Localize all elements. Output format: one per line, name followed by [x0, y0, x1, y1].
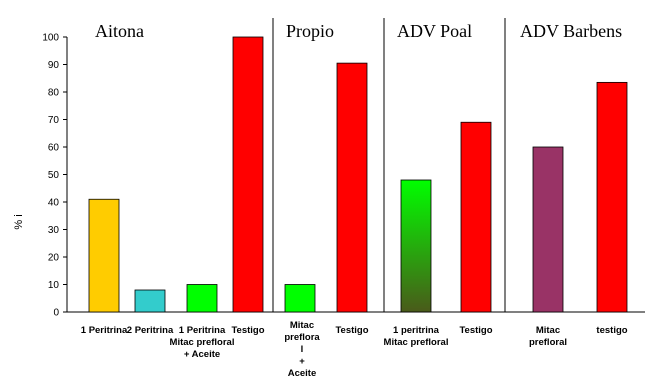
y-axis-label: % i: [13, 214, 25, 229]
y-tick-label: 50: [48, 170, 60, 181]
category-label-line: testigo: [596, 325, 627, 336]
category-label-line: Mitac: [536, 325, 560, 336]
category-label-line: Mitac prefloral: [384, 337, 449, 348]
y-tick-label: 20: [48, 253, 60, 264]
category-label: Mitac preflora l + Aceite: [284, 320, 320, 379]
group-title: ADV Barbens: [520, 21, 622, 41]
y-tick-label: 10: [48, 280, 60, 291]
category-label-line: + Aceite: [184, 349, 220, 360]
category-label-line: 1 Peritrina: [81, 325, 128, 336]
group-title: ADV Poal: [397, 21, 472, 41]
category-label: Testigo: [335, 325, 368, 336]
category-label-line: preflora: [284, 332, 320, 343]
category-label: 1 Peritrina: [81, 325, 128, 336]
category-label: testigo: [596, 325, 627, 336]
category-label-line: Mitac prefloral: [170, 337, 235, 348]
bar: [596, 81, 628, 313]
bar: [186, 284, 218, 313]
y-tick-label: 100: [42, 33, 59, 44]
category-label-line: prefloral: [529, 337, 567, 348]
category-label: Mitac prefloral: [529, 325, 567, 348]
y-tick-label: 40: [48, 198, 60, 209]
category-label-line: 2 Peritrina: [127, 325, 174, 336]
bar: [400, 179, 432, 313]
category-label-line: Testigo: [231, 325, 264, 336]
category-label-line: Aceite: [288, 368, 317, 379]
bar: [460, 121, 492, 313]
category-label: 1 peritrina Mitac prefloral: [384, 325, 449, 348]
y-tick-label: 0: [53, 308, 59, 319]
category-label-line: Mitac: [290, 320, 314, 331]
category-label-line: l: [301, 344, 304, 355]
category-label-line: 1 Peritrina: [179, 325, 226, 336]
group-title: Propio: [286, 21, 334, 41]
y-tick-label: 90: [48, 60, 60, 71]
category-label: 1 Peritrina Mitac prefloral + Aceite: [170, 325, 235, 360]
y-tick-label: 80: [48, 88, 60, 99]
category-label: Testigo: [459, 325, 492, 336]
category-label: Testigo: [231, 325, 264, 336]
bar: [336, 62, 368, 313]
bar: [88, 198, 120, 313]
category-label-line: +: [299, 356, 305, 367]
y-tick-label: 60: [48, 143, 60, 154]
y-tick-label: 70: [48, 115, 60, 126]
category-label: 2 Peritrina: [127, 325, 174, 336]
bar: [532, 146, 564, 313]
category-label-line: 1 peritrina: [393, 325, 440, 336]
category-label-line: Testigo: [459, 325, 492, 336]
bar: [284, 284, 316, 313]
bar: [134, 289, 166, 313]
bar: [232, 36, 264, 313]
y-tick-label: 30: [48, 225, 60, 236]
category-label-line: Testigo: [335, 325, 368, 336]
group-title: Aitona: [95, 21, 144, 41]
